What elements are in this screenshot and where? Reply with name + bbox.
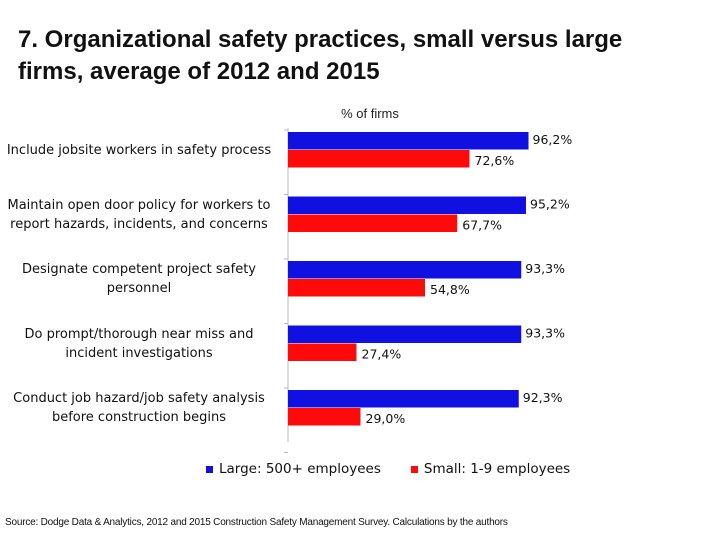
legend-item-small: Small: 1-9 employees <box>410 461 571 477</box>
category-label-line: Maintain open door policy for workers to <box>7 197 271 213</box>
bar-small-1 <box>288 150 470 168</box>
bar-small-4 <box>288 343 357 361</box>
bar-small-5 <box>288 408 361 426</box>
chart-title: 7. Organizational safety practices, smal… <box>18 26 623 85</box>
category-label-5: Conduct job hazard/job safety analysis be… <box>4 389 274 427</box>
category-label-2: Maintain open door policy for workers to… <box>4 196 274 234</box>
bar-large-3 <box>288 261 522 279</box>
bar-small-2 <box>288 214 458 232</box>
legend-item-large: Large: 500+ employees <box>206 461 381 477</box>
axis-unit-label: % of firms <box>341 106 399 121</box>
legend-label-small: Small: 1-9 employees <box>423 461 571 477</box>
data-label-large-4: 93,3% <box>525 326 565 341</box>
bar-large-1 <box>288 132 529 150</box>
data-label-large-3: 93,3% <box>525 261 565 276</box>
category-label-3: Designate competent project safety person… <box>4 260 274 298</box>
data-label-large-5: 92,3% <box>523 390 563 405</box>
data-label-large-1: 96,2% <box>533 132 573 147</box>
data-label-small-3: 54,8% <box>430 282 470 297</box>
bar-small-3 <box>288 279 425 297</box>
bar-large-4 <box>288 325 522 343</box>
legend-swatch-large <box>206 465 213 473</box>
category-label-1: Include jobsite workers in safety proces… <box>4 141 274 160</box>
category-label-line: personnel <box>106 281 172 296</box>
legend-label-large: Large: 500+ employees <box>219 461 381 477</box>
category-label-line: Designate competent project safety <box>21 262 256 277</box>
source-note: Source: Dodge Data & Analytics, 2012 and… <box>5 517 508 528</box>
data-label-small-5: 29,0% <box>366 411 406 426</box>
category-label-line: Conduct job hazard/job safety analysis <box>13 391 265 406</box>
category-label-4: Do prompt/thorough near miss and incident… <box>4 325 274 363</box>
bar-large-2 <box>288 196 526 214</box>
legend: Large: 500+ employees Small: 1-9 employe… <box>206 461 570 477</box>
category-label-line: Do prompt/thorough near miss and <box>24 326 254 342</box>
category-label-line: before construction begins <box>51 410 227 425</box>
data-label-large-2: 95,2% <box>530 197 570 212</box>
category-label-line: Include jobsite workers in safety proces… <box>6 142 272 158</box>
bar-large-5 <box>288 390 519 408</box>
category-label-line: report hazards, incidents, and concerns <box>10 216 268 232</box>
category-label-line: incident investigations <box>65 345 213 361</box>
data-label-small-4: 27,4% <box>362 347 402 362</box>
data-label-small-1: 72,6% <box>475 153 515 168</box>
legend-swatch-small <box>410 465 418 473</box>
data-label-small-2: 67,7% <box>462 218 502 233</box>
